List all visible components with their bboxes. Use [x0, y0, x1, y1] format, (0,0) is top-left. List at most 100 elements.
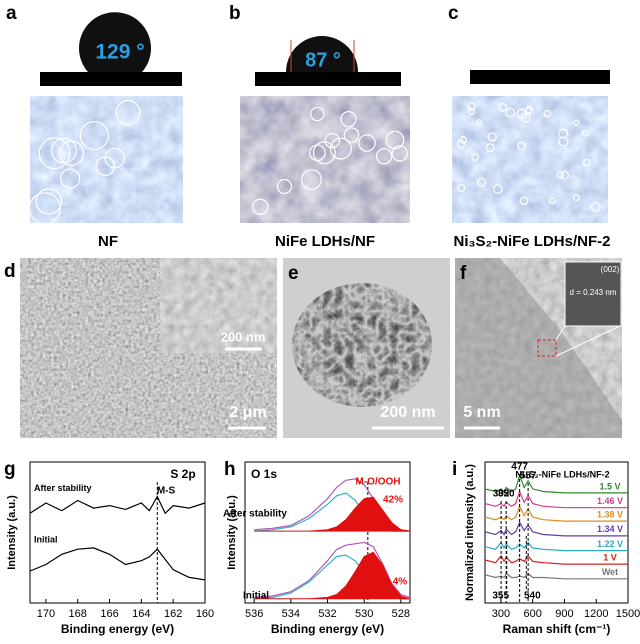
bubble — [104, 147, 126, 169]
x-tick-label: 162 — [164, 608, 182, 620]
series-label: Initial — [34, 534, 58, 544]
micrograph — [30, 96, 183, 223]
connector — [555, 325, 621, 357]
series-label: 1.22 V — [597, 539, 623, 549]
connector — [555, 325, 566, 341]
y-axis-label: Intensity (a.u.) — [226, 495, 238, 570]
line — [29, 495, 206, 515]
x-axis-label: Raman shift (cm⁻¹) — [503, 622, 611, 636]
bubble — [456, 139, 466, 149]
x-tick-label: 170 — [37, 608, 55, 620]
series-label: 1.34 V — [597, 524, 623, 534]
bubble — [543, 109, 552, 118]
bubble — [556, 171, 564, 179]
x-tick-label: 528 — [392, 608, 410, 620]
bubble — [505, 107, 516, 118]
bubble — [375, 148, 393, 165]
peak-label: 557 — [520, 471, 537, 482]
x-tick-label: 534 — [282, 608, 300, 620]
substrate — [470, 70, 610, 84]
panel-label: b — [229, 3, 241, 24]
scale-bar-label: 5 nm — [463, 404, 500, 421]
line — [29, 547, 206, 581]
scale-bar-label: 200 nm — [380, 404, 435, 421]
bubble — [79, 120, 109, 151]
bubble — [492, 184, 503, 194]
scale-bar-label: 200 nm — [221, 329, 266, 344]
series-label: Wet — [602, 567, 618, 577]
bubble — [310, 106, 325, 122]
bubble — [276, 178, 293, 195]
bubble — [471, 153, 480, 161]
x-tick-label: 160 — [196, 608, 214, 620]
x-tick-label: 600 — [523, 608, 541, 620]
annotation: 42% — [383, 495, 403, 506]
bubble — [60, 168, 81, 189]
bubble — [385, 130, 405, 150]
panel-label: i — [452, 459, 457, 480]
series-label: 1.46 V — [597, 496, 623, 506]
bubble — [340, 110, 357, 128]
bubble — [301, 169, 322, 190]
bubble — [252, 198, 269, 216]
micrograph — [240, 96, 410, 223]
bubble — [115, 99, 141, 126]
panel-label: e — [288, 263, 299, 284]
bubble — [487, 132, 497, 142]
droplet — [79, 12, 151, 72]
bubble — [498, 102, 507, 112]
inset — [564, 261, 622, 327]
bubble — [582, 130, 589, 137]
peak-label: 350 — [498, 489, 515, 500]
caption: Ni₃S₂-NiFe LDHs/NF-2 — [454, 233, 611, 250]
annotation: After stability — [223, 509, 287, 520]
bubble — [50, 137, 77, 164]
bubble — [525, 106, 533, 114]
annotation: 34.4% — [379, 577, 407, 588]
nanosheets — [292, 283, 432, 407]
bubble — [477, 177, 487, 188]
caption: NF — [98, 233, 118, 250]
panel-label: g — [4, 459, 16, 480]
bubble — [457, 183, 466, 192]
bubble — [391, 145, 408, 162]
panel-label: d — [4, 261, 16, 282]
bubble — [590, 202, 601, 212]
bubble — [28, 192, 61, 225]
inset-label: d = 0.243 nm — [570, 288, 617, 297]
x-tick-label: 300 — [492, 608, 510, 620]
x-tick-label: 1500 — [616, 608, 640, 620]
panel-label: h — [224, 459, 236, 480]
bubble — [38, 137, 71, 170]
line — [484, 541, 628, 552]
x-axis-label: Binding energy (eV) — [271, 622, 384, 636]
sem-inset — [160, 258, 277, 353]
bubble — [312, 141, 336, 165]
line — [484, 554, 628, 565]
bubble — [343, 127, 360, 143]
bubble — [558, 136, 569, 147]
panel-label: c — [448, 3, 459, 24]
line — [254, 541, 411, 598]
plot-frame — [29, 461, 206, 604]
x-tick-label: 168 — [69, 608, 87, 620]
bubble — [324, 132, 340, 149]
contact-angle: 129 ° — [95, 41, 144, 64]
bubble — [558, 128, 569, 139]
panel-label: f — [460, 263, 467, 284]
line — [484, 521, 628, 537]
chart-title: O 1s — [251, 467, 277, 481]
bubble — [573, 119, 580, 126]
bubble — [519, 196, 529, 206]
series-label: 1.5 V — [599, 481, 620, 491]
inset-label: (002) — [601, 265, 620, 274]
bubble — [358, 134, 376, 152]
annotation: Initial — [243, 591, 269, 602]
bubble — [35, 188, 63, 215]
peak-label: 355 — [492, 591, 509, 602]
x-tick-label: 900 — [555, 608, 573, 620]
bubble — [485, 143, 495, 153]
area — [254, 551, 411, 600]
y-axis-label: Intensity (a.u.) — [6, 495, 18, 570]
contact-angle: 87 ° — [305, 49, 341, 71]
